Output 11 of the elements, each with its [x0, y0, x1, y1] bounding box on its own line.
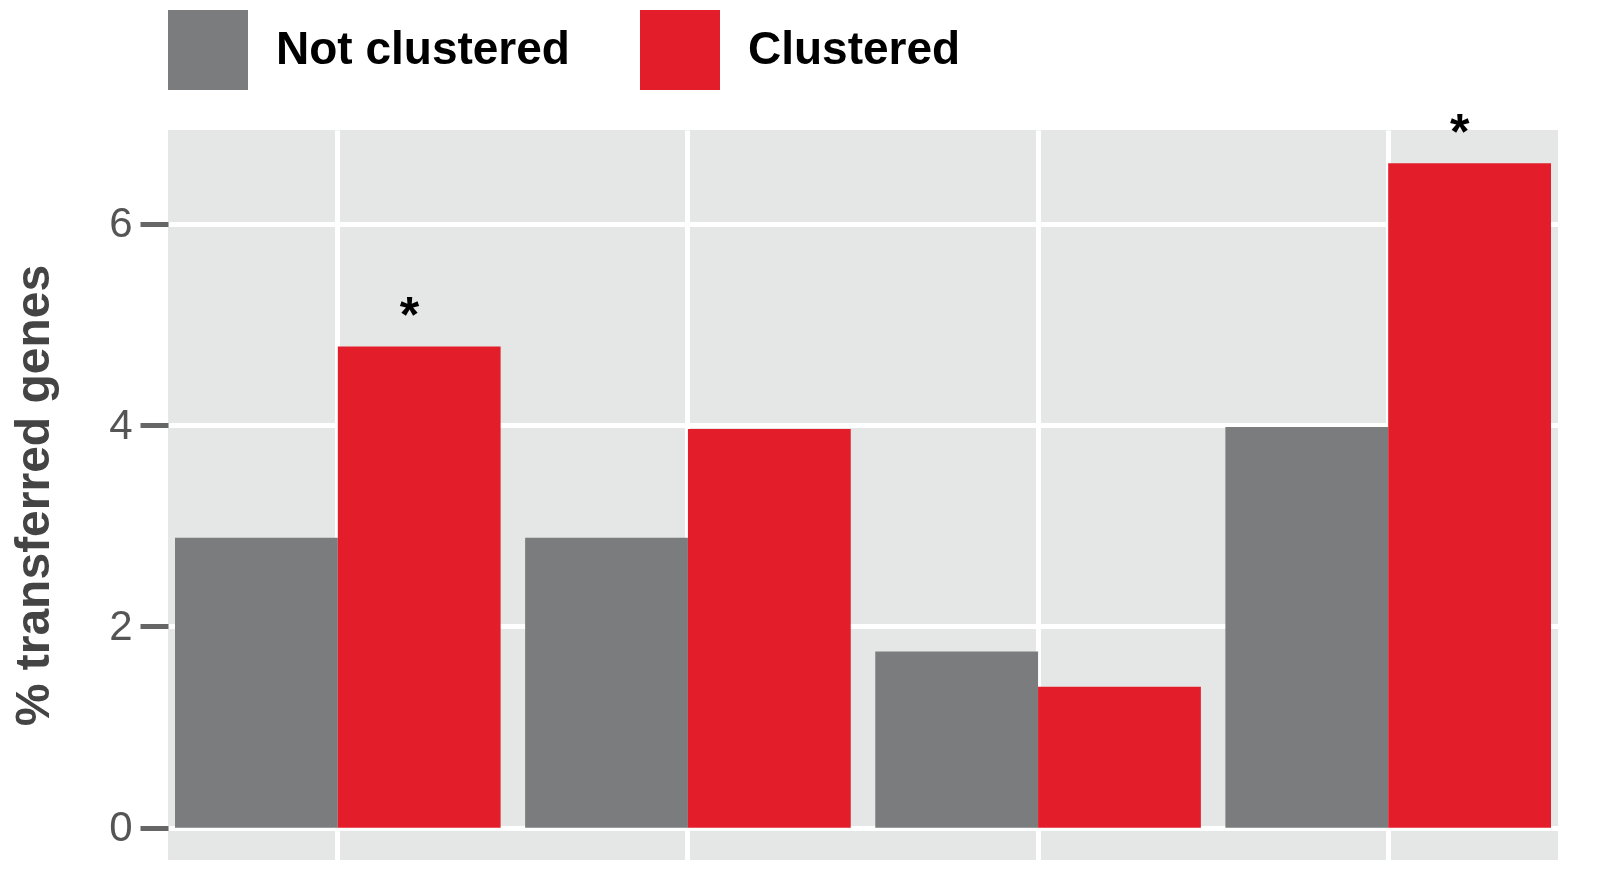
legend-label: Clustered — [748, 22, 961, 74]
legend-label: Not clustered — [276, 22, 570, 74]
y-tick-label: 0 — [109, 803, 133, 851]
y-tick-label: 2 — [109, 601, 133, 649]
annotation: * — [1450, 104, 1471, 161]
bar — [1038, 686, 1201, 828]
bar — [875, 651, 1039, 828]
y-axis-title: % transferred genes — [6, 264, 60, 727]
y-tick-label: 4 — [109, 400, 133, 448]
annotation: * — [399, 287, 420, 344]
y-tick-label: 6 — [109, 199, 133, 247]
